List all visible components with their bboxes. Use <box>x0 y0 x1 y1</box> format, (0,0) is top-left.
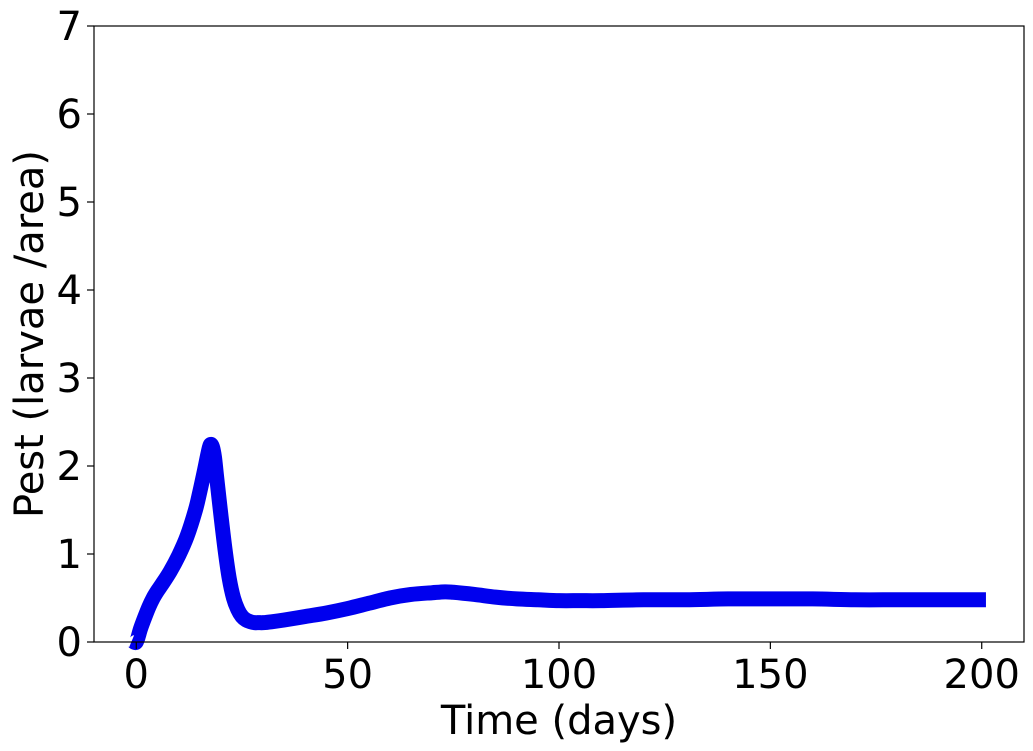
series-line-0 <box>127 436 986 650</box>
y-tick-label: 5 <box>57 180 82 226</box>
y-tick-label: 6 <box>57 92 82 138</box>
y-axis: 0 1 2 3 4 5 6 7 <box>57 4 94 666</box>
x-tick-label: 50 <box>322 652 373 698</box>
plot-area <box>127 436 986 650</box>
x-axis-label: Time (days) <box>440 698 677 744</box>
y-tick-label: 1 <box>57 532 82 578</box>
x-axis: 0 50 100 150 200 <box>124 642 1020 698</box>
x-tick-label: 100 <box>521 652 597 698</box>
y-tick-label: 2 <box>57 444 82 490</box>
y-tick-label: 7 <box>57 4 82 50</box>
x-tick-label: 0 <box>124 652 149 698</box>
plot-frame <box>93 25 1025 643</box>
y-axis-label: Pest (larvae /area) <box>7 150 53 518</box>
x-tick-label: 150 <box>732 652 808 698</box>
x-tick-label: 200 <box>944 652 1020 698</box>
y-tick-label: 3 <box>57 356 82 402</box>
y-tick-label: 4 <box>57 268 82 314</box>
y-tick-label: 0 <box>57 620 82 666</box>
